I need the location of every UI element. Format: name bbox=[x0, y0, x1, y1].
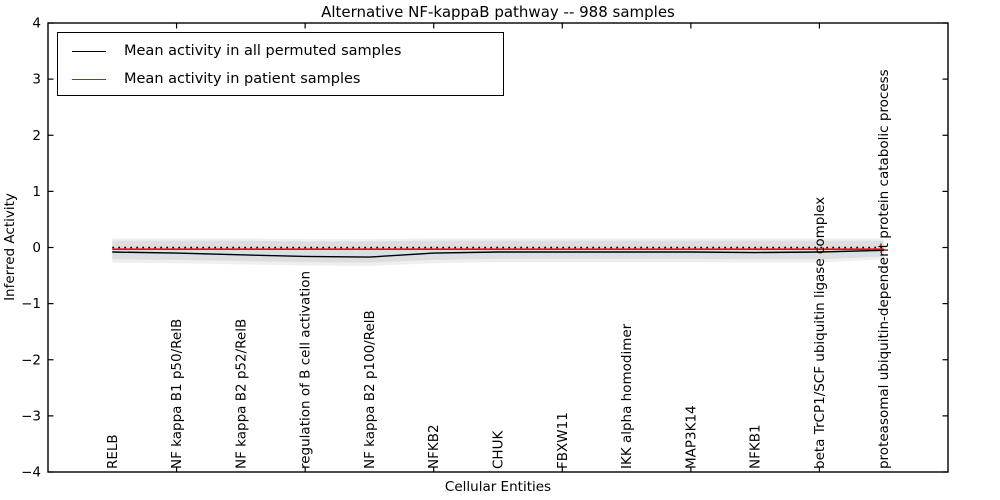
y-tick-label: 2 bbox=[32, 128, 41, 144]
x-category-label: FBXW11 bbox=[555, 412, 571, 469]
x-category-label: NFKB2 bbox=[426, 424, 442, 469]
y-tick-label: −2 bbox=[21, 352, 41, 368]
x-category-label: RELB bbox=[105, 434, 121, 469]
legend-entry-permuted: Mean activity in all permuted samples bbox=[72, 37, 503, 65]
permuted-mean-line bbox=[112, 249, 884, 258]
legend-entry-patient: Mean activity in patient samples bbox=[72, 65, 503, 93]
y-tick-label: 0 bbox=[32, 240, 41, 256]
y-tick-label: 1 bbox=[32, 184, 41, 200]
x-category-label: NF kappa B1 p50/RelB bbox=[169, 319, 185, 469]
x-category-label: NF kappa B2 p52/RelB bbox=[233, 319, 249, 469]
y-tick-label: −1 bbox=[21, 296, 41, 312]
x-category-label: NFKB1 bbox=[748, 424, 764, 469]
x-category-label: CHUK bbox=[491, 430, 507, 469]
x-category-label: IKK alpha homodimer bbox=[619, 323, 635, 469]
y-tick-label: 4 bbox=[32, 16, 41, 32]
x-category-label: MAP3K14 bbox=[683, 405, 699, 469]
legend-label-patient: Mean activity in patient samples bbox=[124, 71, 361, 87]
legend-label-permuted: Mean activity in all permuted samples bbox=[124, 43, 402, 59]
y-tick-label: 3 bbox=[32, 72, 41, 88]
legend: Mean activity in all permuted samples Me… bbox=[57, 32, 504, 96]
permuted-line-swatch bbox=[72, 50, 106, 52]
y-tick-label: −4 bbox=[21, 465, 41, 481]
patient-line-swatch bbox=[72, 78, 106, 80]
x-category-label: NF kappa B2 p100/RelB bbox=[362, 310, 378, 469]
x-category-label: beta TrCP1/SCF ubiquitin ligase complex bbox=[812, 197, 828, 469]
chart-title: Alternative NF-kappaB pathway -- 988 sam… bbox=[321, 3, 675, 21]
y-tick-label: −3 bbox=[21, 408, 41, 424]
x-category-label: proteasomal ubiquitin-dependent protein … bbox=[876, 69, 892, 469]
y-axis-label: Inferred Activity bbox=[2, 193, 18, 301]
x-category-label: regulation of B cell activation bbox=[298, 271, 314, 469]
x-axis-label: Cellular Entities bbox=[444, 479, 552, 495]
